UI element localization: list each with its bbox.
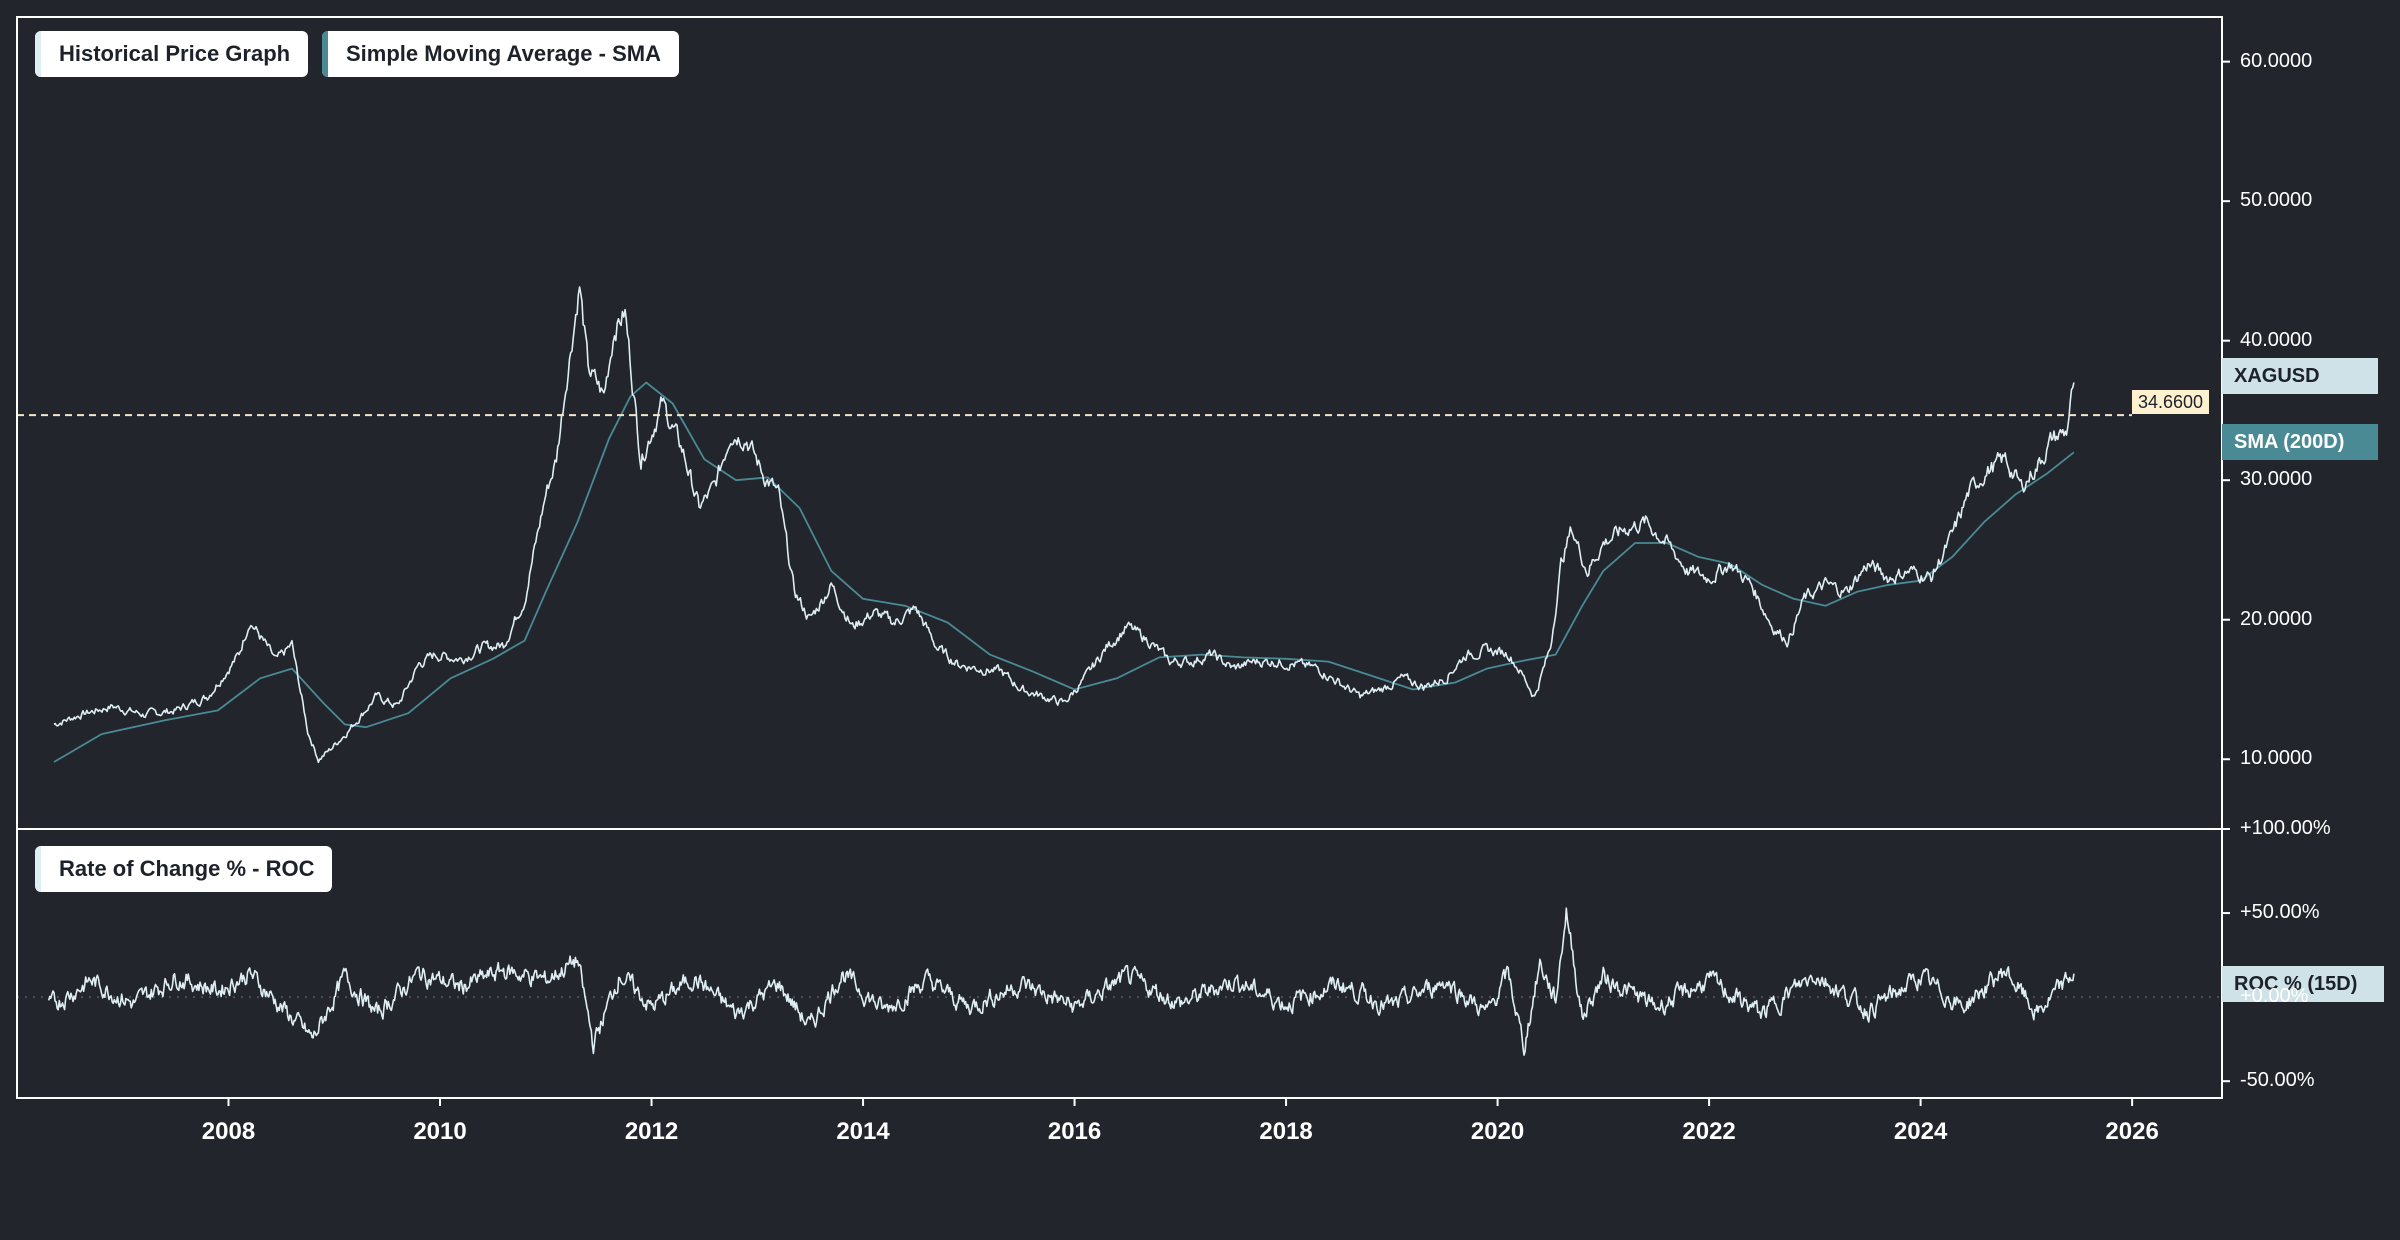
chart-frame (16, 16, 2230, 1106)
x-tick-label-6: 2020 (1470, 1118, 1525, 1145)
x-tick-label-3: 2014 (836, 1118, 890, 1145)
price-y-tick-label-5: 60.0000 (2240, 49, 2313, 72)
price-panel (17, 286, 2132, 764)
x-tick-label-4: 2016 (1047, 1118, 1102, 1145)
roc-line (47, 907, 2075, 1056)
roc-panel-frame (16, 828, 2223, 1099)
legend-roc[interactable]: Rate of Change % - ROC (35, 846, 333, 892)
x-tick-label-2: 2012 (624, 1118, 679, 1145)
xagusd-tag: XAGUSD (2222, 358, 2378, 394)
price-y-tick-label-4: 50.0000 (2240, 189, 2313, 212)
x-tick-label-0: 2008 (201, 1118, 256, 1145)
legend-price[interactable]: Historical Price Graph (35, 31, 309, 77)
price-panel-frame (16, 16, 2223, 830)
price-line (53, 286, 2075, 764)
legend-price-swatch (35, 31, 41, 77)
sma-line (53, 381, 2075, 763)
legend-sma-swatch (322, 31, 328, 77)
x-tick-label-1: 2010 (413, 1118, 467, 1145)
x-tick-label-9: 2026 (2105, 1118, 2159, 1145)
legend-sma-label: Simple Moving Average - SMA (346, 41, 661, 66)
current-price-tag: 34.6600 (2132, 390, 2210, 414)
legend-sma[interactable]: Simple Moving Average - SMA (322, 31, 679, 77)
x-tick-label-7: 2022 (1682, 1118, 1736, 1145)
roc-tag: ROC % (15D) (2222, 966, 2384, 1002)
legend-price-label: Historical Price Graph (59, 41, 291, 66)
roc-y-tick-label-3: -50.00% (2240, 1069, 2315, 1092)
price-y-tick-label-1: 20.0000 (2240, 607, 2313, 630)
legend-roc-label: Rate of Change % - ROC (59, 856, 315, 881)
price-y-tick-label-0: 10.0000 (2240, 747, 2313, 770)
roc-y-tick-label-2: +0.00% (2240, 985, 2309, 1008)
price-y-tick-label-3: 40.0000 (2240, 328, 2313, 351)
sma-tag: SMA (200D) (2222, 424, 2378, 460)
legend-roc-swatch (35, 846, 41, 892)
x-tick-label-5: 2018 (1259, 1118, 1313, 1145)
price-y-tick-label-2: 30.0000 (2240, 468, 2313, 491)
roc-y-tick-label-0: +100.00% (2240, 817, 2331, 839)
roc-panel (17, 907, 2222, 1056)
roc-y-tick-label-1: +50.00% (2240, 901, 2320, 924)
x-tick-label-8: 2024 (1893, 1118, 1948, 1145)
